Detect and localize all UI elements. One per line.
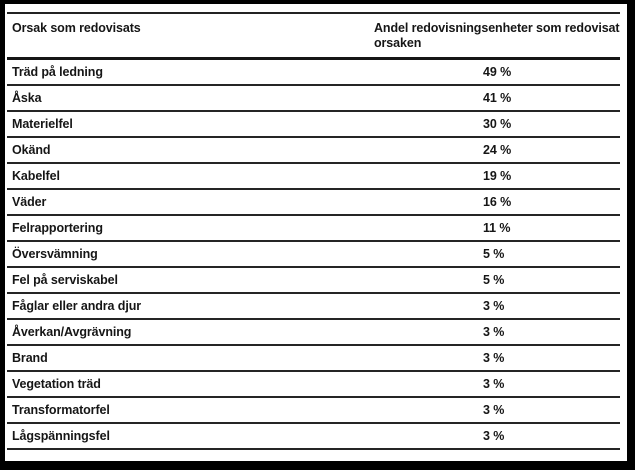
cause-cell: Fel på serviskabel bbox=[12, 273, 118, 287]
cause-cell: Materielfel bbox=[12, 117, 73, 131]
cause-cell: Åverkan/Avgrävning bbox=[12, 325, 132, 339]
table-row: Okänd 24 % bbox=[7, 138, 620, 164]
table-row: Felrapportering 11 % bbox=[7, 216, 620, 242]
share-cell: 3 % bbox=[483, 325, 505, 339]
column-header-share: Andel redovisningsenheter som redovisat … bbox=[374, 21, 620, 50]
cause-cell: Brand bbox=[12, 351, 48, 365]
cause-cell: Översvämning bbox=[12, 247, 98, 261]
table-row: Träd på ledning 49 % bbox=[7, 60, 620, 86]
share-cell: 11 % bbox=[483, 221, 511, 235]
cause-cell: Okänd bbox=[12, 143, 51, 157]
share-cell: 30 % bbox=[483, 117, 512, 131]
cause-cell: Åska bbox=[12, 91, 42, 105]
table-row: Lågspänningsfel 3 % bbox=[7, 424, 620, 450]
cause-cell: Vegetation träd bbox=[12, 377, 101, 391]
share-cell: 24 % bbox=[483, 143, 512, 157]
share-cell: 3 % bbox=[483, 351, 505, 365]
share-cell: 16 % bbox=[483, 195, 512, 209]
cause-cell: Felrapportering bbox=[12, 221, 103, 235]
share-cell: 5 % bbox=[483, 247, 505, 261]
share-cell: 19 % bbox=[483, 169, 512, 183]
causes-table: Orsak som redovisats Andel redovisningse… bbox=[7, 12, 620, 450]
table-header-row: Orsak som redovisats Andel redovisningse… bbox=[7, 12, 620, 60]
cause-cell: Kabelfel bbox=[12, 169, 60, 183]
table-row: Materielfel 30 % bbox=[7, 112, 620, 138]
share-cell: 49 % bbox=[483, 65, 512, 79]
table-row: Åverkan/Avgrävning 3 % bbox=[7, 320, 620, 346]
table-row: Översvämning 5 % bbox=[7, 242, 620, 268]
cause-cell: Transformatorfel bbox=[12, 403, 110, 417]
share-cell: 5 % bbox=[483, 273, 505, 287]
cause-cell: Väder bbox=[12, 195, 47, 209]
table-row: Vegetation träd 3 % bbox=[7, 372, 620, 398]
share-cell: 3 % bbox=[483, 403, 505, 417]
share-cell: 41 % bbox=[483, 91, 512, 105]
table-row: Brand 3 % bbox=[7, 346, 620, 372]
column-header-cause: Orsak som redovisats bbox=[12, 21, 141, 35]
share-cell: 3 % bbox=[483, 429, 505, 443]
cause-cell: Träd på ledning bbox=[12, 65, 103, 79]
table-row: Kabelfel 19 % bbox=[7, 164, 620, 190]
table-row: Åska 41 % bbox=[7, 86, 620, 112]
share-cell: 3 % bbox=[483, 299, 505, 313]
cause-cell: Fåglar eller andra djur bbox=[12, 299, 141, 313]
share-cell: 3 % bbox=[483, 377, 505, 391]
table-row: Väder 16 % bbox=[7, 190, 620, 216]
table-row: Fåglar eller andra djur 3 % bbox=[7, 294, 620, 320]
table-row: Fel på serviskabel 5 % bbox=[7, 268, 620, 294]
cause-cell: Lågspänningsfel bbox=[12, 429, 110, 443]
table-row: Transformatorfel 3 % bbox=[7, 398, 620, 424]
